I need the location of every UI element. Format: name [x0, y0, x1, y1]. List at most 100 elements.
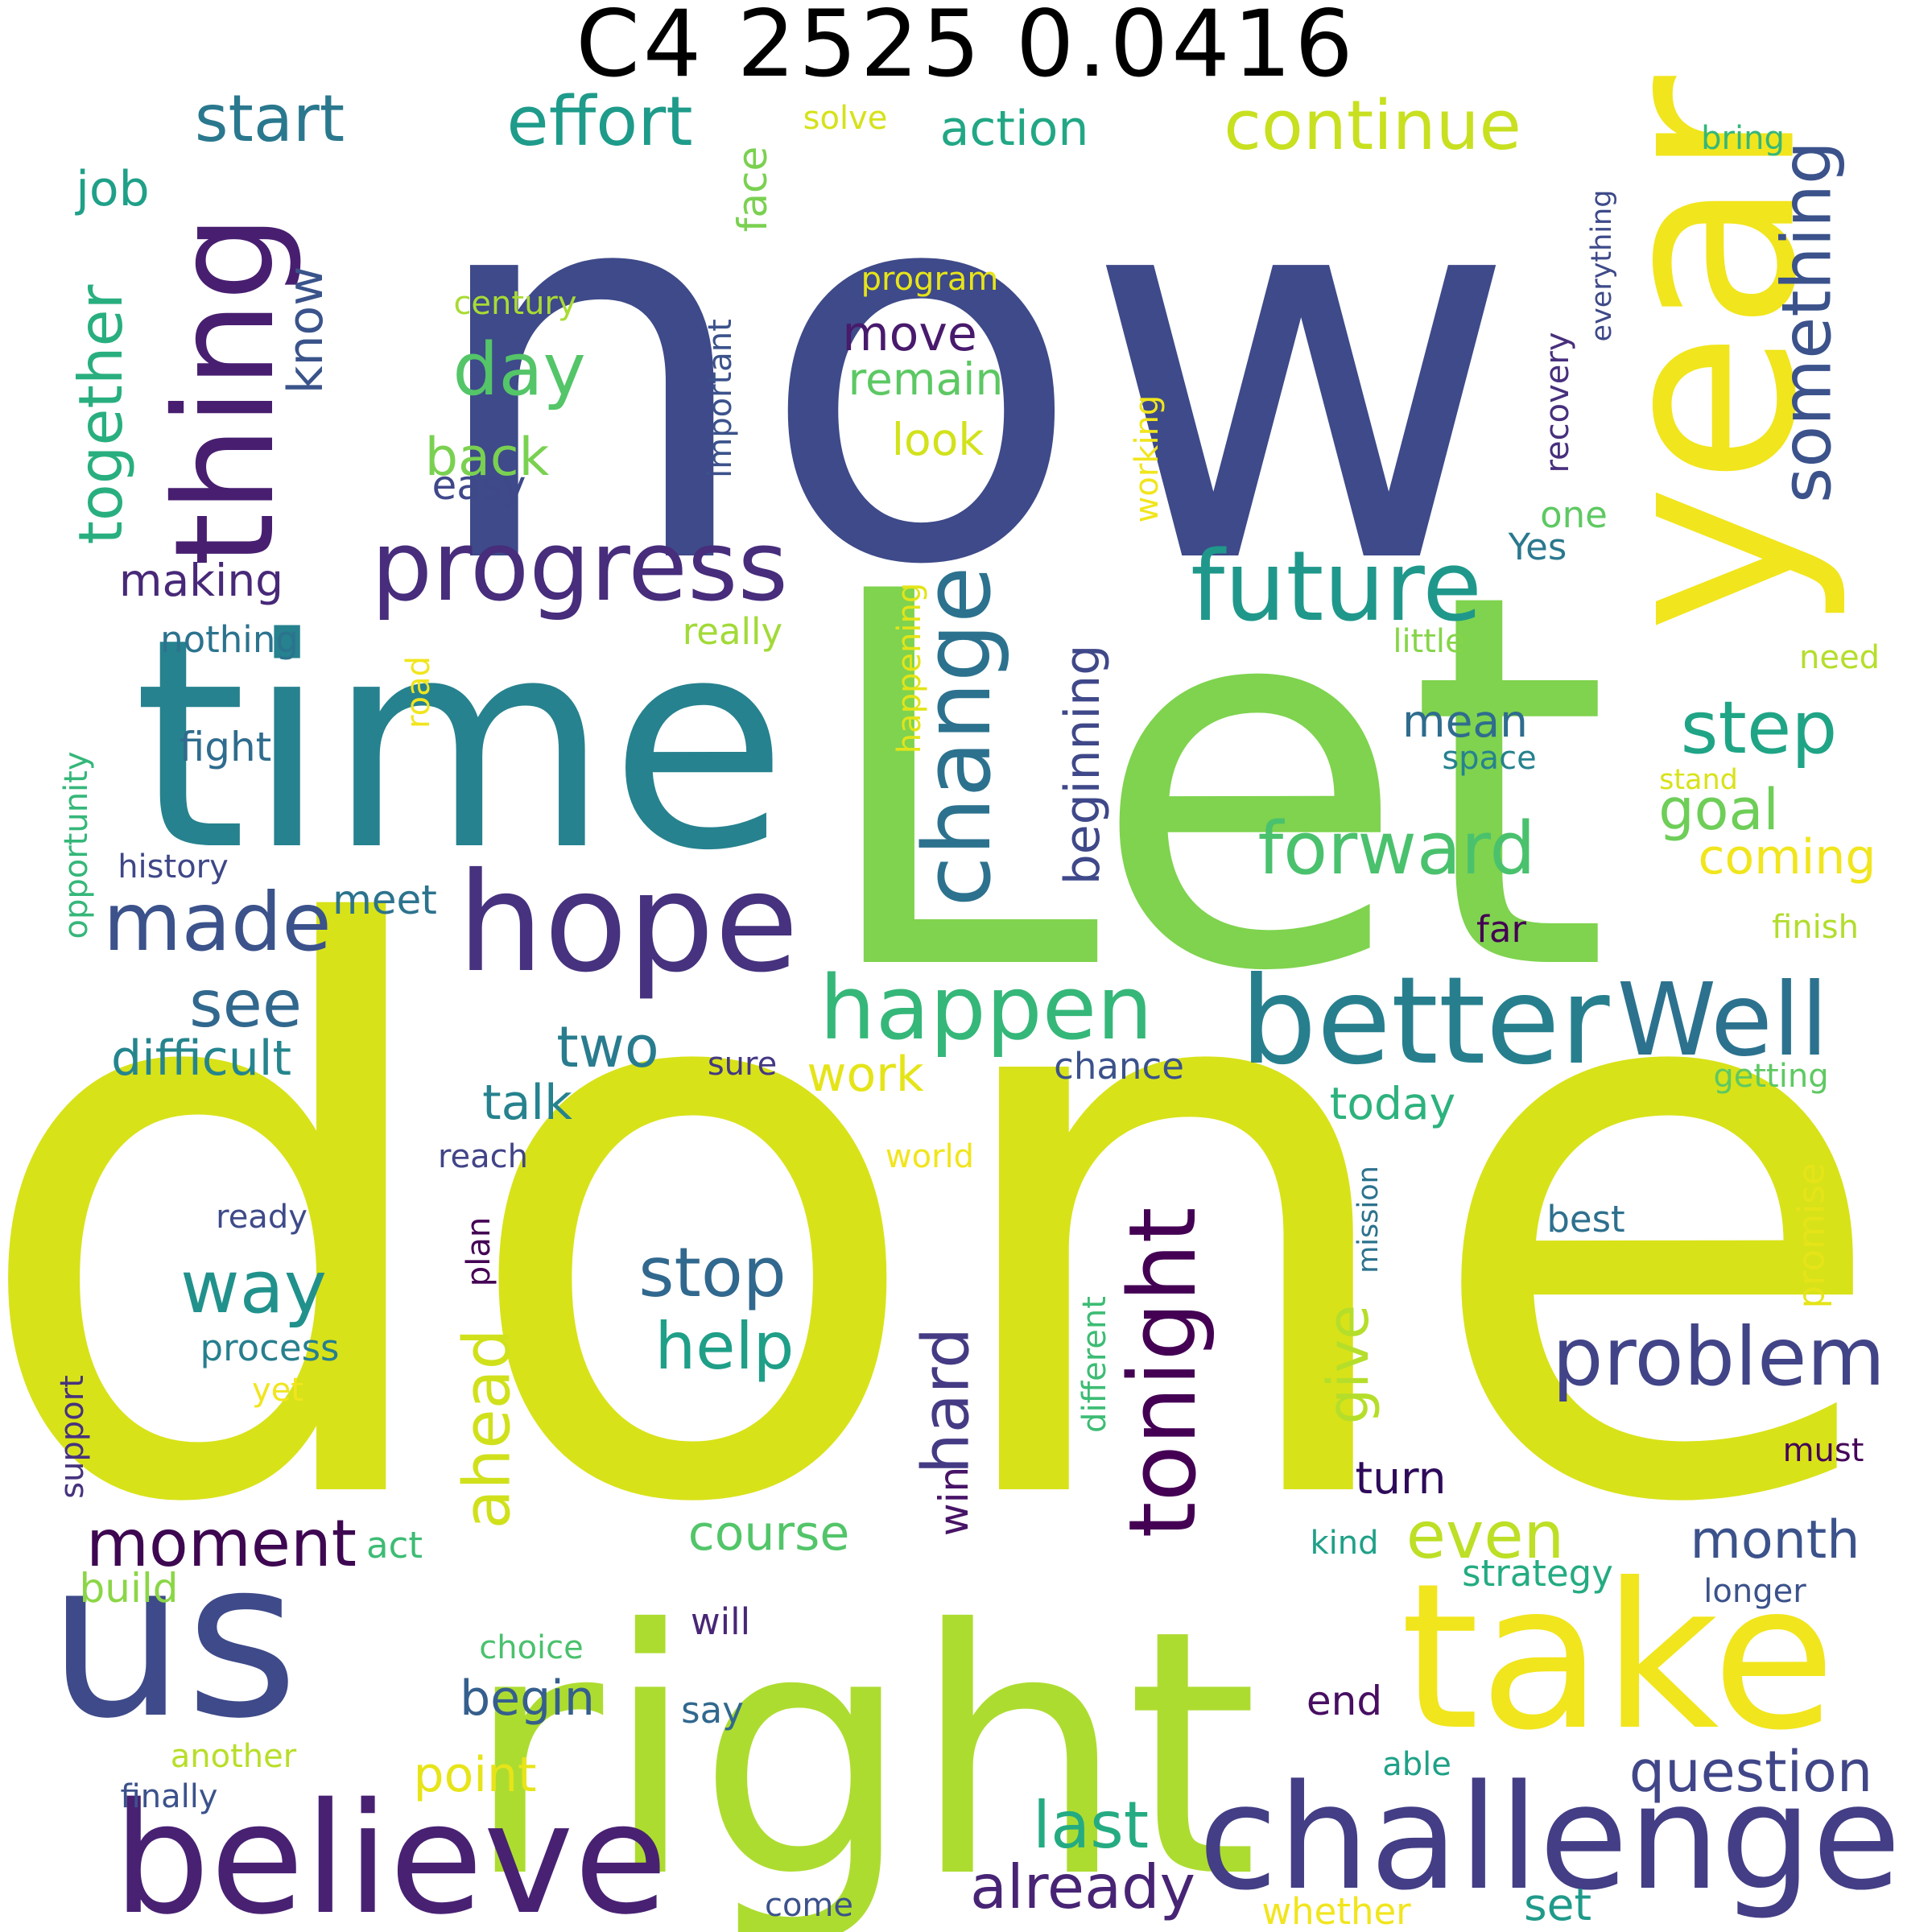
- word-reach: reach: [438, 1138, 528, 1175]
- word-tonight: tonight: [1109, 1207, 1217, 1538]
- word-yet: yet: [252, 1372, 303, 1409]
- word-whether: whether: [1261, 1890, 1411, 1932]
- word-really: really: [683, 610, 782, 653]
- word-plan: plan: [460, 1217, 497, 1286]
- word-help: help: [655, 1309, 795, 1384]
- word-time: time: [133, 576, 787, 914]
- word-yes: Yes: [1508, 526, 1567, 568]
- word-end: end: [1307, 1678, 1382, 1724]
- word-today: today: [1330, 1078, 1455, 1129]
- word-happening: happening: [891, 583, 928, 753]
- word-choice: choice: [479, 1629, 584, 1666]
- word-meet: meet: [332, 877, 437, 923]
- word-stop: stop: [638, 1233, 786, 1313]
- word-able: able: [1382, 1746, 1451, 1783]
- word-well: Well: [1617, 962, 1829, 1079]
- word-effort: effort: [506, 82, 692, 162]
- figure-title: C4 2525 0.0416: [576, 0, 1356, 97]
- word-history: history: [118, 848, 229, 886]
- word-difficult: difficult: [111, 1030, 291, 1087]
- word-action: action: [940, 101, 1089, 157]
- word-beginning: beginning: [1055, 645, 1111, 886]
- word-us: us: [47, 1513, 299, 1766]
- word-happen: happen: [819, 956, 1153, 1059]
- word-way: way: [180, 1245, 327, 1330]
- word-promise: promise: [1790, 1162, 1833, 1308]
- word-finally: finally: [121, 1778, 218, 1815]
- word-problem: problem: [1552, 1310, 1885, 1404]
- word-different: different: [1076, 1296, 1113, 1433]
- word-little: little: [1393, 623, 1464, 660]
- word-must: must: [1783, 1432, 1864, 1469]
- word-everything: everything: [1586, 190, 1618, 342]
- word-goal: goal: [1658, 777, 1779, 843]
- word-solve: solve: [803, 100, 888, 137]
- word-moment: moment: [86, 1506, 357, 1581]
- word-already: already: [970, 1852, 1195, 1922]
- word-thing: thing: [146, 214, 305, 566]
- word-forward: forward: [1257, 807, 1535, 891]
- word-continue: continue: [1224, 86, 1521, 166]
- word-challenge: challenge: [1198, 1754, 1901, 1922]
- word-last: last: [1033, 1788, 1149, 1863]
- word-together: together: [65, 284, 136, 544]
- word-move: move: [842, 306, 977, 362]
- word-chance: chance: [1054, 1045, 1184, 1088]
- word-month: month: [1690, 1510, 1860, 1571]
- word-program: program: [861, 261, 999, 298]
- word-world: world: [886, 1138, 974, 1175]
- word-done: done: [0, 773, 1894, 1672]
- word-let: Let: [813, 484, 1610, 1084]
- word-longer: longer: [1703, 1573, 1806, 1610]
- word-turn: turn: [1356, 1452, 1447, 1504]
- word-important: important: [702, 319, 739, 478]
- word-fight: fight: [180, 724, 272, 770]
- word-far: far: [1476, 908, 1526, 951]
- word-will: will: [691, 1600, 750, 1643]
- word-come: come: [765, 1887, 853, 1924]
- word-opportunity: opportunity: [58, 751, 95, 939]
- word-day: day: [452, 328, 586, 412]
- word-mean: mean: [1402, 696, 1528, 747]
- word-believe: believe: [113, 1770, 667, 1932]
- word-even: even: [1406, 1498, 1564, 1573]
- word-stand: stand: [1659, 764, 1738, 796]
- word-bring: bring: [1701, 120, 1785, 157]
- word-see: see: [189, 967, 302, 1042]
- word-say: say: [681, 1689, 744, 1732]
- word-ahead: ahead: [450, 1329, 525, 1530]
- word-need: need: [1799, 639, 1880, 676]
- word-working: working: [1129, 395, 1166, 523]
- word-coming: coming: [1699, 829, 1876, 886]
- word-nothing: nothing: [160, 618, 299, 661]
- word-something: something: [1768, 141, 1847, 503]
- word-set: set: [1524, 1879, 1591, 1930]
- word-win: win: [931, 1467, 977, 1536]
- word-easy: easy: [431, 462, 526, 509]
- word-support: support: [54, 1375, 91, 1499]
- word-sure: sure: [708, 1046, 777, 1083]
- word-talk: talk: [482, 1075, 572, 1131]
- word-act: act: [366, 1524, 423, 1567]
- word-job: job: [74, 161, 149, 217]
- word-made: made: [103, 875, 332, 969]
- word-kind: kind: [1310, 1525, 1378, 1562]
- word-another: another: [171, 1738, 297, 1775]
- word-work: work: [807, 1046, 923, 1103]
- word-begin: begin: [460, 1670, 595, 1727]
- word-build: build: [80, 1565, 179, 1612]
- word-space: space: [1442, 740, 1536, 777]
- word-finish: finish: [1772, 909, 1859, 946]
- word-best: best: [1546, 1198, 1624, 1241]
- word-future: future: [1191, 531, 1482, 643]
- word-point: point: [413, 1747, 536, 1803]
- word-ready: ready: [216, 1199, 308, 1236]
- word-take: take: [1401, 1540, 1836, 1774]
- word-year: year: [1562, 73, 1852, 633]
- word-one: one: [1540, 493, 1608, 536]
- word-century: century: [453, 285, 576, 322]
- word-course: course: [688, 1505, 850, 1562]
- word-step: step: [1681, 686, 1838, 770]
